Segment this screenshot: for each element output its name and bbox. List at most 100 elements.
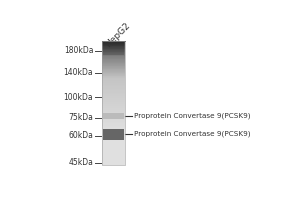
Bar [103, 54, 124, 55]
Bar [102, 118, 125, 119]
Bar [102, 157, 125, 158]
Bar [102, 41, 125, 165]
Bar [102, 76, 125, 77]
Bar [102, 96, 125, 97]
Bar [102, 62, 125, 63]
Bar [102, 103, 125, 104]
Bar [102, 154, 125, 155]
Bar [102, 139, 125, 140]
Bar [102, 150, 125, 151]
Bar [102, 48, 125, 49]
Bar [102, 95, 125, 96]
Bar [102, 78, 125, 79]
Bar [102, 64, 125, 65]
Bar [102, 82, 125, 83]
Bar [102, 151, 125, 152]
Bar [102, 61, 125, 62]
Bar [102, 125, 125, 126]
Bar [102, 66, 125, 67]
Bar [102, 138, 125, 139]
Bar [102, 42, 125, 43]
Bar [102, 152, 125, 153]
Bar [103, 41, 124, 42]
Bar [102, 114, 125, 115]
Bar [102, 65, 125, 66]
Bar [102, 102, 125, 103]
Bar [102, 155, 125, 156]
Bar [102, 73, 125, 74]
Bar [103, 45, 124, 46]
Text: 75kDa: 75kDa [68, 113, 93, 122]
Bar [102, 113, 125, 114]
Bar [102, 84, 125, 85]
Bar [102, 86, 125, 87]
Bar [102, 57, 125, 58]
Bar [102, 123, 125, 124]
Bar [102, 51, 125, 52]
Bar [102, 127, 125, 128]
Text: 45kDa: 45kDa [68, 158, 93, 167]
Bar [102, 49, 125, 50]
Bar [102, 100, 125, 101]
Bar [102, 119, 125, 120]
Bar [102, 148, 125, 149]
Bar [102, 85, 125, 86]
Bar [102, 146, 125, 147]
Bar [102, 89, 125, 90]
Bar [103, 53, 124, 54]
Bar [102, 134, 125, 135]
Bar [102, 88, 125, 89]
Bar [102, 58, 125, 59]
Bar [102, 122, 125, 123]
Bar [102, 109, 125, 110]
Bar [102, 47, 125, 48]
Bar [102, 121, 125, 122]
Bar [102, 101, 125, 102]
Bar [102, 161, 125, 162]
Bar [102, 83, 125, 84]
Bar [102, 70, 125, 71]
Bar [103, 46, 124, 47]
Bar [103, 50, 124, 51]
Bar [103, 44, 124, 45]
Bar [102, 92, 125, 93]
Bar [102, 163, 125, 164]
Bar [102, 99, 125, 100]
Bar [103, 43, 124, 44]
Bar [102, 132, 125, 133]
Bar [102, 75, 125, 76]
Bar [103, 49, 124, 50]
Bar [103, 52, 124, 53]
Bar [102, 90, 125, 91]
Bar [102, 79, 125, 80]
Text: 140kDa: 140kDa [64, 68, 93, 77]
Bar [102, 131, 125, 132]
Bar [103, 47, 124, 48]
Bar [102, 81, 125, 82]
Bar [102, 60, 125, 61]
Bar [102, 108, 125, 109]
Bar [102, 149, 125, 150]
Bar [102, 45, 125, 46]
Text: Proprotein Convertase 9(PCSK9): Proprotein Convertase 9(PCSK9) [134, 131, 250, 137]
Bar [102, 59, 125, 60]
Bar [102, 107, 125, 108]
Text: 60kDa: 60kDa [68, 131, 93, 140]
Bar [102, 110, 125, 111]
Bar [102, 135, 125, 136]
Bar [102, 130, 125, 131]
Text: 100kDa: 100kDa [64, 93, 93, 102]
Bar [102, 142, 125, 143]
Bar [102, 159, 125, 160]
Bar [102, 160, 125, 161]
Bar [102, 128, 125, 129]
Bar [102, 67, 125, 68]
Bar [102, 144, 125, 145]
Bar [102, 162, 125, 163]
Bar [102, 54, 125, 55]
Bar [102, 133, 125, 134]
Bar [102, 141, 125, 142]
Bar [103, 48, 124, 49]
Bar [102, 69, 125, 70]
Bar [103, 113, 124, 119]
